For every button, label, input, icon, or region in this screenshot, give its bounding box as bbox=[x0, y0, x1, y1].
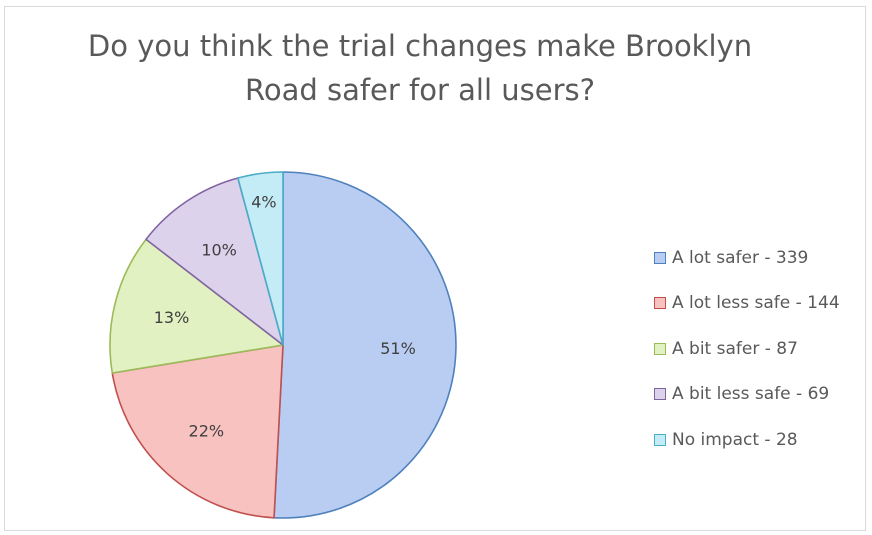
legend-swatch bbox=[654, 297, 666, 309]
legend-label: A bit less safe - 69 bbox=[672, 384, 830, 404]
pie-slice bbox=[111, 344, 284, 519]
slice-percent-label: 13% bbox=[154, 308, 190, 327]
legend-item-a-bit-safer: A bit safer - 87 bbox=[654, 334, 840, 363]
legend-swatch bbox=[654, 433, 666, 446]
legend-item-a-lot-safer: A lot safer - 339 bbox=[654, 243, 840, 272]
legend-item-a-bit-less-safe: A bit less safe - 69 bbox=[654, 380, 840, 409]
chart-legend: A lot safer - 339 A lot less safe - 144 … bbox=[654, 243, 840, 471]
legend-label: A bit safer - 87 bbox=[672, 338, 798, 359]
slice-percent-label: 51% bbox=[380, 339, 416, 358]
legend-label: A lot safer - 339 bbox=[672, 247, 809, 268]
legend-swatch bbox=[654, 251, 666, 264]
slice-percent-label: 10% bbox=[201, 240, 237, 259]
legend-item-no-impact: No impact - 28 bbox=[654, 425, 840, 454]
legend-swatch bbox=[654, 388, 666, 400]
legend-label: A lot less safe - 144 bbox=[672, 293, 840, 313]
legend-label: No impact - 28 bbox=[672, 429, 798, 450]
chart-title-line-2: Road safer for all users? bbox=[244, 73, 595, 107]
slice-percent-label: 22% bbox=[189, 422, 225, 441]
pie-slice bbox=[273, 171, 457, 519]
chart-title: Do you think the trial changes make Broo… bbox=[40, 24, 800, 112]
slice-percent-label: 4% bbox=[251, 192, 276, 211]
pie-slice bbox=[109, 238, 284, 374]
legend-swatch bbox=[654, 342, 666, 355]
pie-slice bbox=[237, 171, 284, 346]
chart-title-line-1: Do you think the trial changes make Broo… bbox=[87, 29, 753, 63]
legend-item-a-lot-less-safe: A lot less safe - 144 bbox=[654, 289, 840, 318]
